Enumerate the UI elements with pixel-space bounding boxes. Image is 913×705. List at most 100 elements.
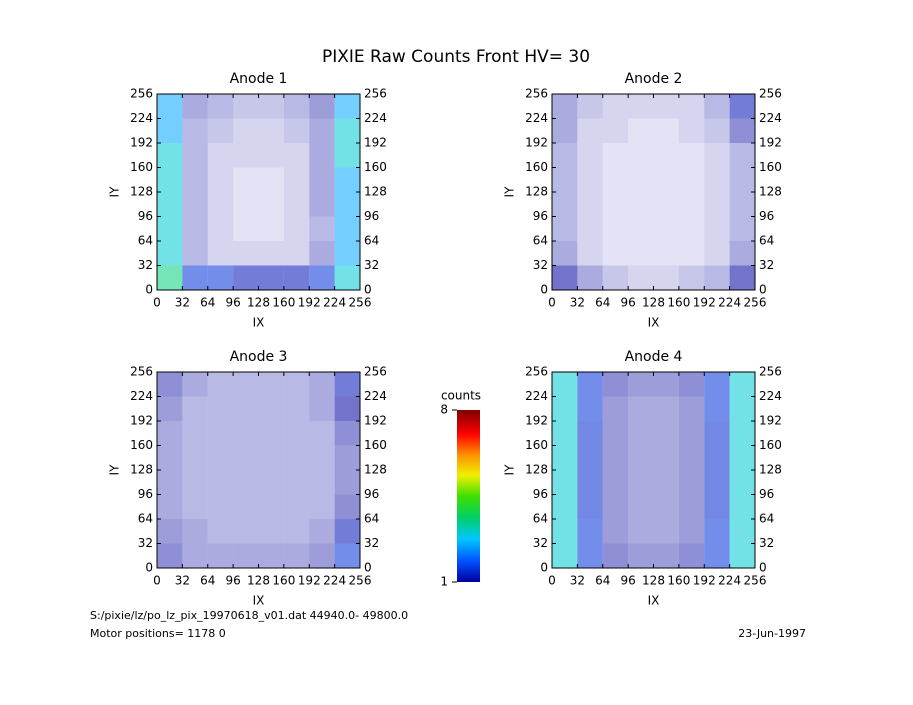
y-tick-label: 64 xyxy=(364,512,379,526)
heat-cell xyxy=(653,167,679,192)
y-tick-label: 96 xyxy=(759,487,774,501)
colorbar-gradient xyxy=(457,410,480,582)
y-tick-label: 96 xyxy=(364,487,379,501)
heat-cell xyxy=(678,519,705,544)
heat-cell xyxy=(157,241,183,266)
y-tick-label: 96 xyxy=(533,209,548,223)
heat-cell xyxy=(258,192,284,217)
heat-cell xyxy=(628,143,654,168)
heat-cell xyxy=(157,445,183,470)
y-tick-label: 32 xyxy=(759,258,774,272)
panel-title: Anode 1 xyxy=(230,71,288,87)
heat-cell xyxy=(309,445,335,470)
heat-cell xyxy=(334,94,360,119)
heat-cell xyxy=(602,265,629,290)
heat-cell xyxy=(602,519,629,544)
heat-cell xyxy=(628,265,654,290)
heat-cell xyxy=(704,241,730,266)
heat-cell xyxy=(233,192,259,217)
heat-cell xyxy=(704,421,730,446)
heat-cell xyxy=(729,241,755,266)
y-tick-label: 32 xyxy=(138,536,153,550)
heat-cell xyxy=(602,396,629,421)
heat-cell xyxy=(283,543,310,568)
y-tick-label: 160 xyxy=(525,438,548,452)
y-tick-label: 128 xyxy=(130,463,153,477)
heat-cell xyxy=(182,445,208,470)
heat-cell xyxy=(602,241,629,266)
heat-cell xyxy=(207,494,234,519)
heat-cell xyxy=(602,216,629,241)
heat-cell xyxy=(258,470,284,495)
heat-cell xyxy=(207,94,234,119)
heat-cell xyxy=(704,143,730,168)
x-tick-label: 32 xyxy=(175,574,190,588)
heat-cell xyxy=(207,241,234,266)
heat-cell xyxy=(678,118,705,143)
heat-cell xyxy=(602,372,629,397)
heat-cell xyxy=(602,192,629,217)
y-tick-label: 0 xyxy=(145,561,153,575)
y-tick-label: 192 xyxy=(364,136,387,150)
heat-cell xyxy=(653,396,679,421)
y-tick-label: 256 xyxy=(525,87,548,101)
heat-cell xyxy=(552,192,578,217)
y-tick-label: 64 xyxy=(759,512,774,526)
heat-cell xyxy=(628,192,654,217)
heat-cell xyxy=(283,470,310,495)
x-tick-label: 256 xyxy=(349,296,372,310)
x-tick-label: 96 xyxy=(620,296,635,310)
x-tick-label: 0 xyxy=(153,574,161,588)
heat-cell xyxy=(678,192,705,217)
heat-cell xyxy=(258,94,284,119)
heat-cell xyxy=(283,216,310,241)
heat-cell xyxy=(258,265,284,290)
heat-cell xyxy=(182,396,208,421)
heat-cell xyxy=(233,396,259,421)
heat-cell xyxy=(182,192,208,217)
y-tick-label: 192 xyxy=(759,414,782,428)
x-tick-label: 256 xyxy=(744,574,767,588)
y-tick-label: 160 xyxy=(759,160,782,174)
y-tick-label: 224 xyxy=(525,111,548,125)
heat-cell xyxy=(602,543,629,568)
heat-cell xyxy=(182,519,208,544)
heat-cell xyxy=(334,143,360,168)
y-tick-label: 64 xyxy=(759,234,774,248)
heat-cell xyxy=(678,543,705,568)
heat-cell xyxy=(678,167,705,192)
x-tick-label: 128 xyxy=(247,574,270,588)
x-tick-label: 32 xyxy=(570,574,585,588)
heat-cell xyxy=(552,470,578,495)
heat-cell xyxy=(233,241,259,266)
y-tick-label: 0 xyxy=(759,561,767,575)
heat-cell xyxy=(678,216,705,241)
heat-cell xyxy=(182,372,208,397)
heat-cell xyxy=(283,494,310,519)
y-tick-label: 64 xyxy=(533,234,548,248)
x-tick-label: 192 xyxy=(693,574,716,588)
heat-cell xyxy=(602,445,629,470)
x-tick-label: 96 xyxy=(620,574,635,588)
heat-cell xyxy=(334,118,360,143)
heat-cell xyxy=(182,118,208,143)
heat-cell xyxy=(334,216,360,241)
heat-cell xyxy=(258,396,284,421)
heat-cell xyxy=(577,445,603,470)
heat-cell xyxy=(157,143,183,168)
heat-cell xyxy=(207,519,234,544)
heat-cell xyxy=(552,265,578,290)
heat-cell xyxy=(704,94,730,119)
y-tick-label: 0 xyxy=(364,283,372,297)
heat-cell xyxy=(653,241,679,266)
heat-cell xyxy=(628,543,654,568)
y-tick-label: 256 xyxy=(759,87,782,101)
heat-cell xyxy=(552,421,578,446)
y-tick-label: 0 xyxy=(145,283,153,297)
heat-cell xyxy=(552,241,578,266)
heat-cell xyxy=(258,167,284,192)
x-tick-label: 192 xyxy=(298,296,321,310)
y-tick-label: 96 xyxy=(364,209,379,223)
heat-cell xyxy=(258,421,284,446)
y-tick-label: 128 xyxy=(130,185,153,199)
